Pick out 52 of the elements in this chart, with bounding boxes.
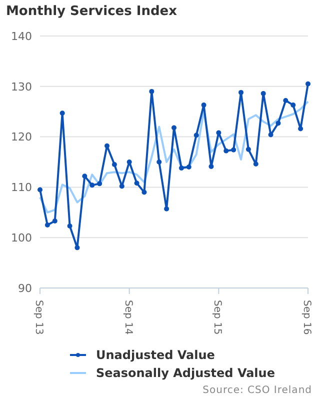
point xyxy=(253,162,258,167)
point xyxy=(201,102,206,108)
point xyxy=(97,181,102,186)
point xyxy=(38,187,42,192)
point xyxy=(172,125,176,130)
point xyxy=(276,120,281,126)
point xyxy=(44,222,50,228)
point xyxy=(224,148,229,154)
point xyxy=(112,162,117,168)
point xyxy=(142,190,147,195)
point xyxy=(216,130,222,136)
point xyxy=(268,132,274,138)
legend-label: Unadjusted Value xyxy=(95,347,216,364)
point xyxy=(306,81,310,86)
point xyxy=(298,126,304,132)
point xyxy=(67,224,72,229)
point xyxy=(156,160,162,164)
point xyxy=(186,164,192,170)
point xyxy=(126,160,132,164)
y-tick-label: 130 xyxy=(11,80,32,94)
chart-title: Monthly Services Index xyxy=(6,4,177,19)
y-tick-label: 100 xyxy=(11,232,32,245)
x-tick-label: Sep 16 xyxy=(301,300,312,335)
point xyxy=(74,245,80,250)
legend-label: Seasonally Adjusted Value xyxy=(95,365,275,382)
x-tick-label: Sep 14 xyxy=(122,300,134,335)
point xyxy=(290,102,296,108)
y-tick-label: 110 xyxy=(11,181,32,194)
point xyxy=(260,90,266,96)
point xyxy=(149,88,154,94)
point xyxy=(119,184,124,189)
point xyxy=(238,90,244,95)
source-note: Source: CSO Ireland xyxy=(202,385,312,396)
y-tick-label: 140 xyxy=(11,30,32,43)
x-tick-label: Sep 15 xyxy=(212,300,223,335)
point xyxy=(134,180,140,186)
point xyxy=(60,110,65,116)
point xyxy=(246,146,251,152)
point xyxy=(283,98,288,104)
y-tick-label: 120 xyxy=(11,130,32,144)
line-series xyxy=(39,100,309,214)
point xyxy=(208,164,214,170)
y-tick-label: 90 xyxy=(18,282,32,295)
x-tick-label: Sep 13 xyxy=(33,300,44,335)
point xyxy=(178,166,184,171)
point xyxy=(82,174,88,179)
point xyxy=(194,132,199,138)
point xyxy=(164,206,170,212)
point xyxy=(104,143,110,148)
point xyxy=(90,182,95,188)
point xyxy=(52,218,58,224)
point xyxy=(231,147,236,152)
